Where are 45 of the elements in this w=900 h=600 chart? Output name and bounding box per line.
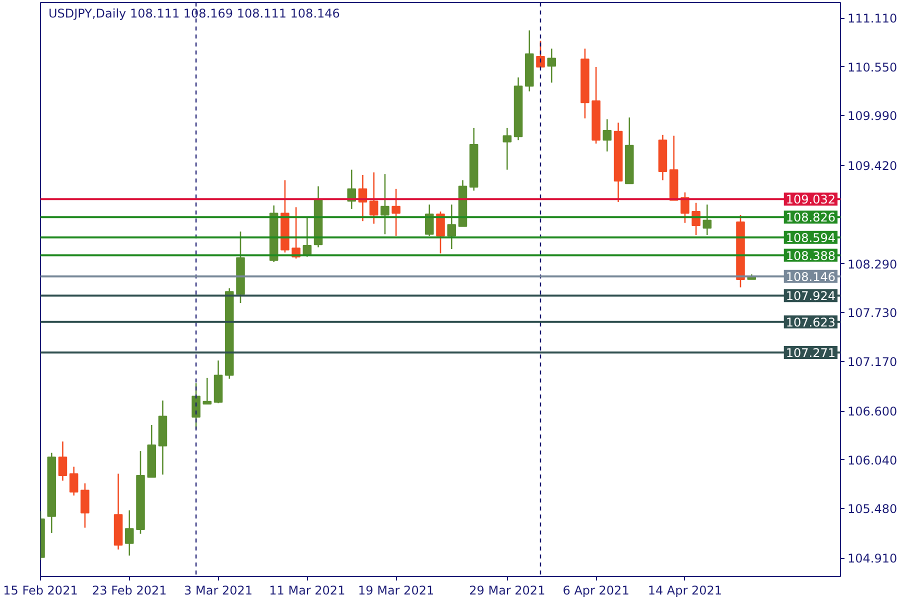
candlestick xyxy=(447,204,456,250)
x-tick-label: 14 Apr 2021 xyxy=(648,584,722,598)
x-tick-label: 15 Feb 2021 xyxy=(3,584,78,598)
candlestick xyxy=(69,466,78,496)
y-tick-label: 106.600 xyxy=(848,404,898,419)
candlestick xyxy=(436,210,445,254)
x-tick-label: 29 Mar 2021 xyxy=(469,584,546,598)
candlestick xyxy=(58,440,68,482)
ref-line-label: 108.146 xyxy=(786,270,836,284)
candlestick xyxy=(502,127,512,170)
y-tick-label: 109.420 xyxy=(848,158,898,173)
ref-line-label: 107.924 xyxy=(786,289,836,304)
candlestick xyxy=(80,482,90,528)
candlestick xyxy=(369,172,378,224)
y-tick-label: 107.170 xyxy=(848,354,898,369)
y-tick-label: 109.990 xyxy=(848,109,898,124)
candlestick xyxy=(680,192,690,224)
x-tick-label: 23 Feb 2021 xyxy=(92,584,167,598)
x-tick-label: 19 Mar 2021 xyxy=(358,584,434,598)
candlestick xyxy=(547,48,556,84)
y-tick-label: 108.290 xyxy=(848,257,898,272)
y-tick-label: 105.480 xyxy=(848,502,898,516)
ref-line-label: 108.388 xyxy=(786,248,836,263)
candlestick xyxy=(702,204,712,236)
candlestick xyxy=(302,216,312,258)
y-tick-label: 110.550 xyxy=(848,60,898,74)
x-tick-label: 3 Mar 2021 xyxy=(184,584,253,598)
candlestick xyxy=(425,204,434,237)
candlestick xyxy=(380,173,390,235)
y-tick-label: 111.110 xyxy=(848,12,898,26)
candlestick xyxy=(392,188,400,237)
x-tick-label: 6 Apr 2021 xyxy=(562,584,630,598)
ref-line-label: 107.271 xyxy=(786,346,836,360)
candlestick xyxy=(602,118,612,152)
x-tick-label: 11 Mar 2021 xyxy=(269,584,346,598)
candlestick xyxy=(125,510,134,556)
y-tick-label: 106.040 xyxy=(848,453,898,468)
y-tick-label: 107.730 xyxy=(848,306,898,320)
ref-line-label: 107.623 xyxy=(786,315,836,330)
y-tick-label: 104.910 xyxy=(848,552,898,566)
ref-line-label: 108.594 xyxy=(786,230,836,245)
chart-title: USDJPY,Daily 108.111 108.169 108.111 108.146 xyxy=(48,6,340,20)
ref-line-label: 109.032 xyxy=(786,192,836,207)
candlestick xyxy=(202,377,212,405)
ref-line-label: 108.826 xyxy=(786,210,836,225)
